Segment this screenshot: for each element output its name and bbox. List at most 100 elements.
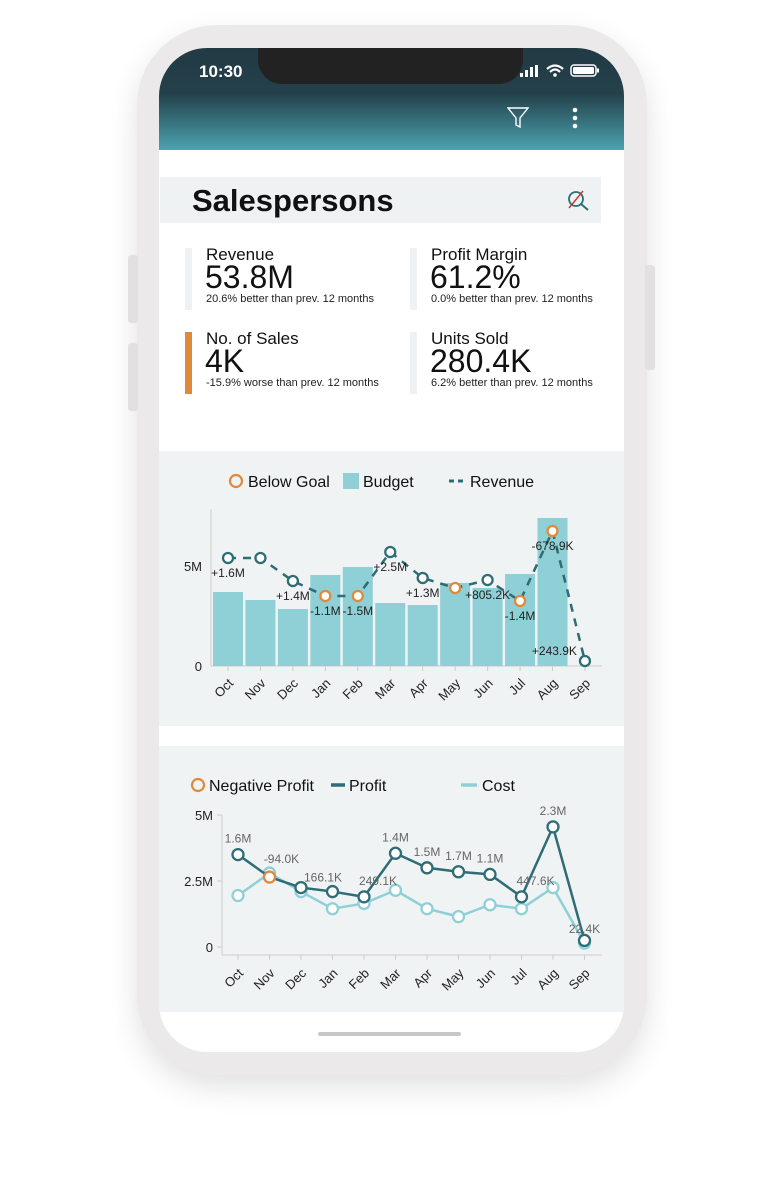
filter-icon[interactable] <box>507 107 529 129</box>
x-tick-label: Sep <box>566 966 593 993</box>
profit-point <box>294 880 308 895</box>
revenue-data-label: -1.5M <box>342 604 373 618</box>
x-tick-label: Dec <box>282 965 309 992</box>
budget-bar <box>375 603 406 666</box>
kpi-no-of-sales[interactable]: No. of Sales 4K -15.9% worse than prev. … <box>185 332 379 394</box>
volume-up-button <box>128 255 138 323</box>
budget-revenue-chart-panel: Below Goal Budget Revenue 0 5M Oct Nov Dec Jan Fe… <box>159 451 624 726</box>
budget-bar <box>277 609 308 666</box>
kpi-comparison: 20.6% better than prev. 12 months <box>206 293 374 305</box>
x-tick-label: Apr <box>406 675 431 700</box>
x-tick-label: Jun <box>470 676 495 701</box>
budget-revenue-chart: Below Goal Budget Revenue 0 5M Oct Nov Dec Jan Fe… <box>184 473 602 703</box>
legend-cost-label: Cost <box>482 778 515 795</box>
x-tick-label: Nov <box>242 675 269 702</box>
title-bar: Salespersons <box>160 177 601 223</box>
below-goal-point <box>448 581 462 595</box>
signal-icon <box>520 64 538 77</box>
status-time: 10:30 <box>199 62 243 81</box>
revenue-data-label: +2.5M <box>373 560 407 574</box>
kpi-value: 4K <box>205 343 245 379</box>
kpi-status-bar <box>410 248 417 310</box>
y-tick-label: 5M <box>195 808 213 823</box>
budget-bar <box>472 588 503 666</box>
revenue-data-label: -678.9K <box>531 539 573 553</box>
profit-data-label: 249.1K <box>359 874 397 888</box>
kpi-comparison: -15.9% worse than prev. 12 months <box>206 377 379 389</box>
x-tick-label: Dec <box>274 675 301 702</box>
app-header: 10:30 <box>159 48 624 150</box>
cost-point <box>231 888 245 903</box>
search-off-icon[interactable] <box>566 189 592 215</box>
revenue-data-label: +1.6M <box>211 566 245 580</box>
x-tick-label: Nov <box>251 965 278 992</box>
profit-point <box>420 861 434 875</box>
x-tick-label: May <box>435 675 463 703</box>
page-title: Salespersons <box>192 183 394 218</box>
profit-data-label: 447.6K <box>516 874 554 888</box>
revenue-data-label: +805.2K <box>465 588 510 602</box>
revenue-point <box>481 573 494 587</box>
y-tick-label: 0 <box>195 659 202 674</box>
power-button <box>645 265 655 370</box>
kpi-label: Profit Margin <box>431 245 528 264</box>
profit-cost-chart-panel: Negative Profit Profit Cost 0 2.5M 5M Oct Nov De… <box>159 746 624 1012</box>
kpi-value: 280.4K <box>430 343 532 379</box>
budget-bar <box>213 592 243 666</box>
below-goal-point <box>319 589 332 603</box>
revenue-point <box>286 574 300 588</box>
profit-data-label: 1.4M <box>382 830 409 844</box>
x-tick-label: Aug <box>534 676 561 703</box>
revenue-point <box>254 551 267 565</box>
profit-data-label: 2.3M <box>540 804 567 818</box>
profit-data-label: 166.1K <box>304 871 342 885</box>
more-vertical-icon[interactable] <box>571 106 579 130</box>
home-indicator[interactable] <box>318 1032 461 1036</box>
profit-data-label: 1.1M <box>477 851 504 865</box>
kpi-profit-margin[interactable]: Profit Margin 61.2% 0.0% better than pre… <box>410 245 610 310</box>
cost-point <box>388 883 403 897</box>
kpi-units-sold[interactable]: Units Sold 280.4K 6.2% better than prev.… <box>410 329 610 394</box>
profit-point <box>231 847 245 862</box>
revenue-point <box>578 654 592 668</box>
legend-revenue-label: Revenue <box>470 474 534 491</box>
x-tick-label: Jul <box>507 965 529 987</box>
x-tick-label: Jun <box>473 966 498 991</box>
cost-point <box>451 909 466 924</box>
revenue-line <box>228 527 587 662</box>
x-tick-label: Apr <box>410 965 435 990</box>
legend-negative-profit-marker <box>190 777 206 793</box>
cost-point <box>483 898 497 912</box>
x-tick-label: Feb <box>339 676 365 702</box>
legend-below-goal-marker <box>228 473 244 489</box>
below-goal-point <box>351 589 364 603</box>
kpi-status-bar <box>185 332 192 394</box>
notch <box>258 48 523 84</box>
kpi-revenue[interactable]: Revenue 53.8M 20.6% better than prev. 12… <box>185 245 385 310</box>
budget-bar <box>537 518 568 666</box>
profit-data-label: -94.0K <box>264 852 299 866</box>
revenue-data-label: +243.9K <box>532 644 577 658</box>
kpi-value: 61.2% <box>430 259 521 295</box>
budget-bar <box>245 600 276 666</box>
revenue-data-label: +1.3M <box>406 586 440 600</box>
status-icons <box>520 64 600 77</box>
profit-point <box>451 865 466 879</box>
kpi-label: Units Sold <box>431 329 509 348</box>
kpi-comparison: 6.2% better than prev. 12 months <box>431 377 593 389</box>
budget-bar <box>440 583 471 666</box>
profit-data-label: 1.7M <box>445 849 472 863</box>
x-tick-label: Aug <box>534 966 561 993</box>
y-tick-label: 2.5M <box>184 874 213 889</box>
budget-bar <box>407 605 438 666</box>
legend-negative-profit-label: Negative Profit <box>209 778 314 795</box>
revenue-data-label: -1.4M <box>505 609 536 623</box>
app-screen: 10:30 Salespersons Revenue 53.8M 20.6% b… <box>159 48 624 1052</box>
y-tick-label: 0 <box>206 940 213 955</box>
kpi-value: 53.8M <box>205 259 294 295</box>
below-goal-point <box>513 594 527 608</box>
legend-budget-swatch <box>343 473 359 489</box>
x-tick-label: Feb <box>346 966 372 992</box>
wifi-icon <box>546 64 564 77</box>
revenue-point <box>384 545 397 559</box>
